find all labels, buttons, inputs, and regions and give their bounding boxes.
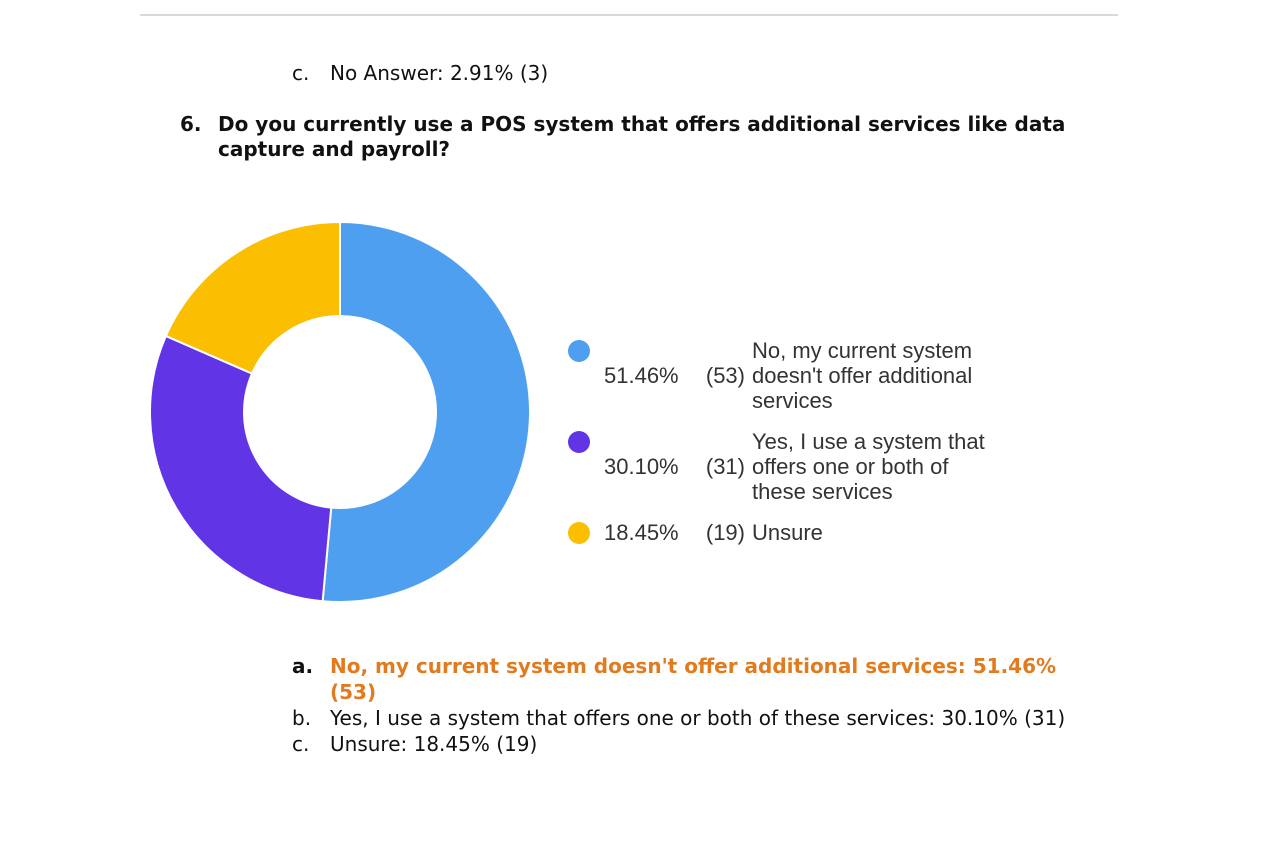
answer-item-b: b. Yes, I use a system that offers one or… [292,705,1092,731]
answer-text: No, my current system doesn't offer addi… [330,654,1057,704]
legend-label-1: doesn't offer additional [752,363,972,388]
legend-label-3: Unsure [752,520,823,545]
legend-percent-1: 51.46% [604,363,679,388]
top-divider [140,14,1118,16]
legend-label-2: offers one or both of [752,454,949,479]
legend-swatch-3 [568,522,590,544]
donut-slice-2 [149,334,333,603]
legend-count-2: (31) [706,454,745,479]
list-marker: c. [292,732,310,756]
legend-swatch-1 [568,340,590,362]
list-marker: a. [292,654,314,678]
answer-item-c: c. Unsure: 18.45% (19) [292,731,1092,757]
legend-label-1: services [752,388,833,413]
legend-percent-2: 30.10% [604,454,679,479]
donut-slice-3 [164,220,341,375]
answer-text: Yes, I use a system that offers one or b… [330,706,1066,730]
answer-list: a. No, my current system doesn't offer ad… [292,653,1092,757]
list-marker: c. [292,61,310,85]
legend-percent-3: 18.45% [604,520,679,545]
answer-text: No Answer: 2.91% (3) [330,61,549,85]
question-heading: 6. Do you currently use a POS system tha… [180,112,1110,162]
previous-answer-item: c. No Answer: 2.91% (3) [292,60,548,86]
question-number: 6. [180,112,202,136]
answer-item-a: a. No, my current system doesn't offer ad… [292,653,1092,705]
legend-swatch-2 [568,431,590,453]
answer-text: Unsure: 18.45% (19) [330,732,538,756]
question-text: Do you currently use a POS system that o… [218,112,1066,161]
legend-count-3: (19) [706,520,745,545]
list-marker: b. [292,706,312,730]
legend-count-1: (53) [706,363,745,388]
legend-label-1: No, my current system [752,338,972,363]
donut-slice-1 [321,220,531,603]
legend-label-2: Yes, I use a system that [752,429,985,454]
legend-label-2: these services [752,479,893,504]
